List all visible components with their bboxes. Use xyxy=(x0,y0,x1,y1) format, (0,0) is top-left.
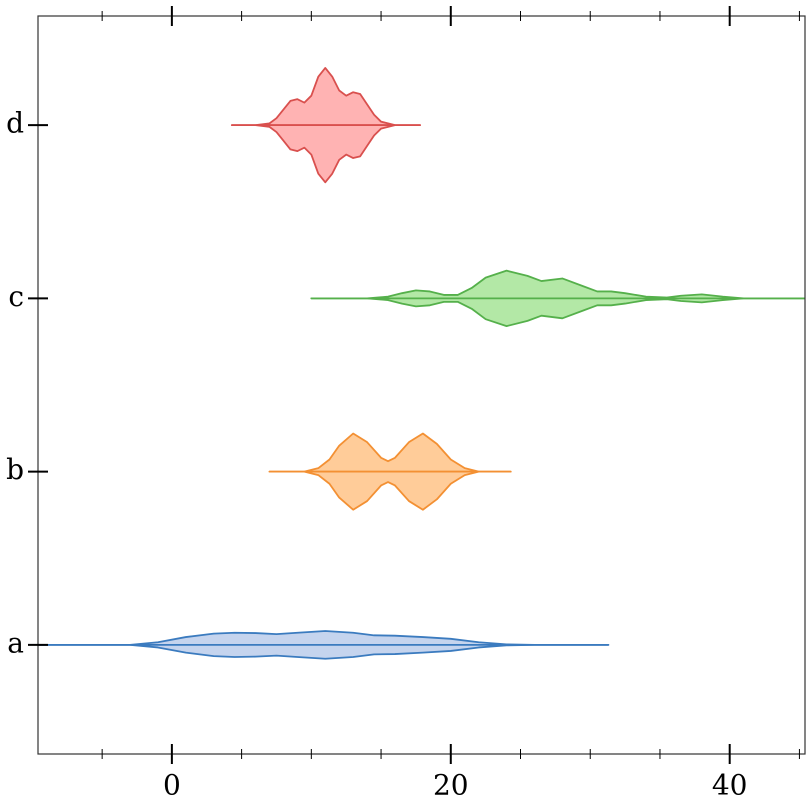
x-tick-label: 40 xyxy=(712,769,748,802)
y-tick-label: b xyxy=(6,453,24,486)
violin-half xyxy=(230,67,422,127)
violin-half xyxy=(38,643,610,660)
violin-half xyxy=(230,124,422,184)
plot-frame xyxy=(37,15,806,755)
violin-half xyxy=(310,297,805,327)
y-tick-label: a xyxy=(7,626,24,659)
y-tick-label: d xyxy=(6,107,24,140)
violin-half xyxy=(38,630,610,646)
violin-half xyxy=(310,269,805,300)
violin-half xyxy=(268,432,512,473)
violin-half xyxy=(268,470,512,511)
plot-area xyxy=(38,67,805,660)
x-tick-label: 0 xyxy=(163,769,181,802)
y-tick-label: c xyxy=(8,280,24,313)
x-tick-label: 20 xyxy=(433,769,469,802)
